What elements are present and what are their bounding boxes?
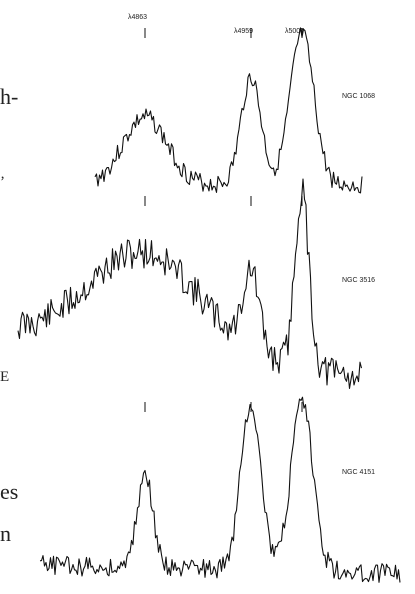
panel-label-ngc3516: NGC 3516 bbox=[342, 277, 375, 284]
line-label-hbeta: λ4863 bbox=[128, 14, 147, 21]
margin-fragment-2: ’ bbox=[0, 174, 5, 190]
line-label-oiii-4959: λ4959 bbox=[234, 28, 253, 35]
spectrum-line-ngc4151 bbox=[39, 396, 401, 583]
spectrum-line-ngc3516 bbox=[17, 178, 363, 389]
line-label-oiii-5007: λ5007 bbox=[285, 28, 304, 35]
margin-fragment-5: n bbox=[0, 521, 11, 546]
spectrum-line-ngc1068 bbox=[94, 27, 363, 194]
margin-fragment-4: es bbox=[0, 479, 18, 504]
chart-marks bbox=[17, 27, 401, 583]
margin-fragment-3: E bbox=[0, 369, 9, 385]
margin-fragment-1: h- bbox=[0, 84, 18, 109]
panel-label-ngc1068: NGC 1068 bbox=[342, 93, 375, 100]
panel-label-ngc4151: NGC 4151 bbox=[342, 469, 375, 476]
